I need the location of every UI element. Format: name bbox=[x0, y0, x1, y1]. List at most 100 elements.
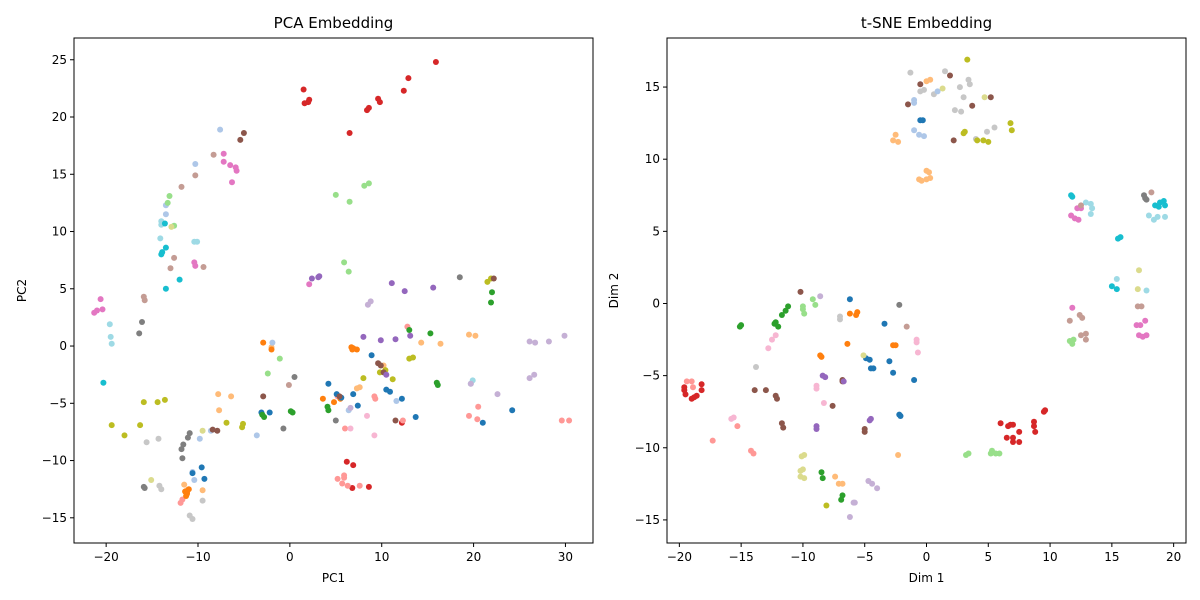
x-tick-label: 0 bbox=[923, 550, 931, 564]
data-point bbox=[566, 417, 573, 424]
data-point bbox=[400, 87, 407, 94]
data-point bbox=[881, 320, 888, 327]
x-tick-label: 10 bbox=[374, 550, 389, 564]
data-point bbox=[947, 72, 953, 79]
data-point bbox=[410, 354, 416, 361]
data-point bbox=[829, 402, 836, 409]
data-point bbox=[683, 378, 690, 385]
x-tick-label: 20 bbox=[1166, 550, 1181, 564]
data-point bbox=[228, 393, 235, 400]
data-point bbox=[892, 131, 899, 138]
data-point bbox=[966, 81, 973, 88]
data-point bbox=[1008, 127, 1015, 134]
data-point bbox=[832, 473, 839, 480]
data-point bbox=[383, 371, 390, 378]
data-point bbox=[798, 453, 805, 460]
data-point bbox=[399, 417, 406, 424]
data-point bbox=[1082, 199, 1089, 206]
data-point bbox=[526, 375, 533, 382]
data-point bbox=[897, 413, 904, 419]
y-tick-label: 0 bbox=[652, 296, 660, 310]
data-point bbox=[253, 432, 260, 439]
data-point bbox=[140, 399, 147, 406]
data-point bbox=[158, 251, 165, 258]
data-point bbox=[346, 198, 353, 205]
data-point bbox=[1113, 276, 1120, 282]
data-point bbox=[997, 420, 1004, 427]
data-point bbox=[371, 393, 378, 400]
data-point bbox=[179, 455, 186, 462]
data-point bbox=[1134, 286, 1141, 293]
data-point bbox=[813, 426, 820, 432]
data-point bbox=[494, 391, 501, 398]
x-tick-label: 0 bbox=[286, 550, 294, 564]
data-point bbox=[1117, 234, 1124, 241]
data-point bbox=[734, 423, 741, 430]
data-point bbox=[890, 137, 897, 144]
data-point bbox=[1042, 407, 1049, 414]
data-point bbox=[709, 437, 716, 444]
data-point bbox=[217, 126, 224, 133]
data-point bbox=[867, 415, 874, 422]
data-point bbox=[907, 69, 914, 76]
data-point bbox=[489, 289, 495, 296]
data-point bbox=[377, 362, 384, 369]
data-point bbox=[939, 85, 946, 92]
data-point bbox=[268, 346, 275, 353]
data-point bbox=[532, 339, 539, 346]
data-point bbox=[1162, 213, 1168, 220]
data-point bbox=[367, 298, 374, 305]
data-point bbox=[220, 158, 227, 165]
data-point bbox=[1016, 439, 1023, 445]
data-point bbox=[136, 330, 143, 337]
data-point bbox=[561, 332, 568, 339]
data-point bbox=[774, 395, 780, 402]
data-point bbox=[143, 439, 150, 446]
y-tick-label: 25 bbox=[52, 53, 67, 67]
data-point bbox=[914, 349, 921, 356]
data-point bbox=[801, 475, 808, 482]
data-point bbox=[398, 395, 405, 402]
x-axis-label: PC1 bbox=[322, 571, 345, 585]
y-axis-label: Dim 2 bbox=[607, 273, 621, 309]
data-point bbox=[698, 381, 705, 388]
data-point bbox=[974, 137, 981, 144]
data-point bbox=[356, 384, 363, 391]
data-point bbox=[201, 475, 208, 482]
data-point bbox=[232, 164, 239, 171]
data-point bbox=[467, 380, 474, 387]
data-point bbox=[1143, 196, 1150, 203]
data-point bbox=[377, 337, 384, 344]
data-point bbox=[341, 472, 348, 479]
data-point bbox=[325, 380, 332, 387]
data-point bbox=[688, 378, 695, 385]
data-point bbox=[166, 193, 173, 199]
data-point bbox=[927, 175, 934, 181]
data-point bbox=[823, 502, 830, 509]
data-point bbox=[960, 94, 967, 101]
data-point bbox=[199, 497, 206, 504]
data-point bbox=[364, 412, 370, 419]
data-point bbox=[137, 422, 144, 429]
y-tick-label: −10 bbox=[42, 454, 67, 468]
data-point bbox=[108, 422, 115, 429]
data-point bbox=[168, 223, 175, 230]
data-point bbox=[693, 392, 700, 399]
data-point bbox=[189, 516, 196, 522]
data-point bbox=[812, 301, 819, 308]
data-point bbox=[1082, 336, 1089, 343]
data-point bbox=[1136, 267, 1142, 274]
data-point bbox=[264, 370, 271, 377]
data-point bbox=[1082, 330, 1089, 337]
data-point bbox=[1089, 205, 1096, 212]
data-point bbox=[987, 94, 994, 101]
y-tick-label: 15 bbox=[645, 80, 660, 94]
data-point bbox=[890, 342, 897, 349]
data-point bbox=[1148, 189, 1155, 196]
y-tick-label: −15 bbox=[42, 511, 67, 525]
data-point bbox=[753, 364, 759, 370]
data-point bbox=[392, 336, 399, 343]
data-point bbox=[162, 285, 169, 292]
data-point bbox=[775, 323, 782, 330]
data-point bbox=[108, 340, 115, 347]
